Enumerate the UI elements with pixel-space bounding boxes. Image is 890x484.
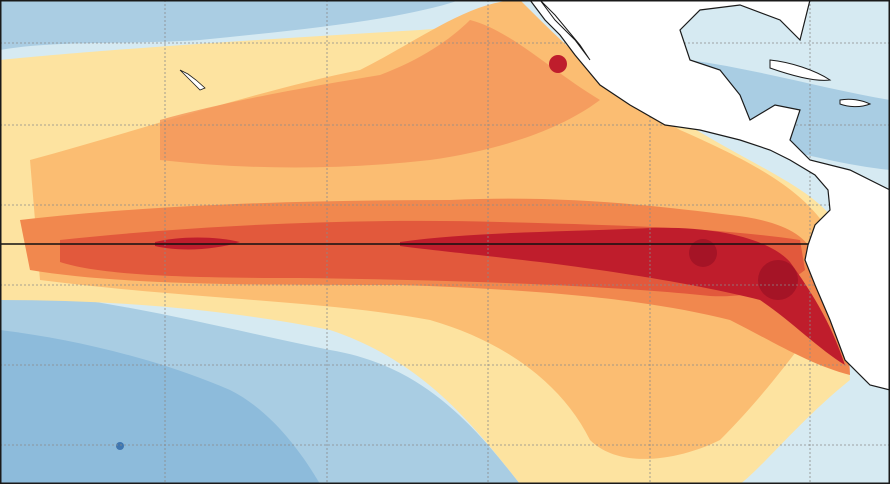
land-americas (529, 0, 890, 391)
warm-anomaly-extreme-east (400, 227, 845, 365)
cool-anomaly-spot (116, 442, 124, 450)
land-baja (539, 0, 591, 61)
land-hispaniola (839, 98, 872, 108)
land-cuba (769, 59, 832, 81)
cool-anomaly-deep (0, 330, 320, 484)
warm-anomaly-core (758, 260, 798, 300)
warm-anomaly-north-patch (160, 20, 600, 168)
land-hawaii (179, 69, 206, 91)
warm-anomaly-core (689, 239, 717, 267)
cool-anomaly-north (0, 0, 460, 50)
warm-anomaly-spot (549, 55, 567, 73)
